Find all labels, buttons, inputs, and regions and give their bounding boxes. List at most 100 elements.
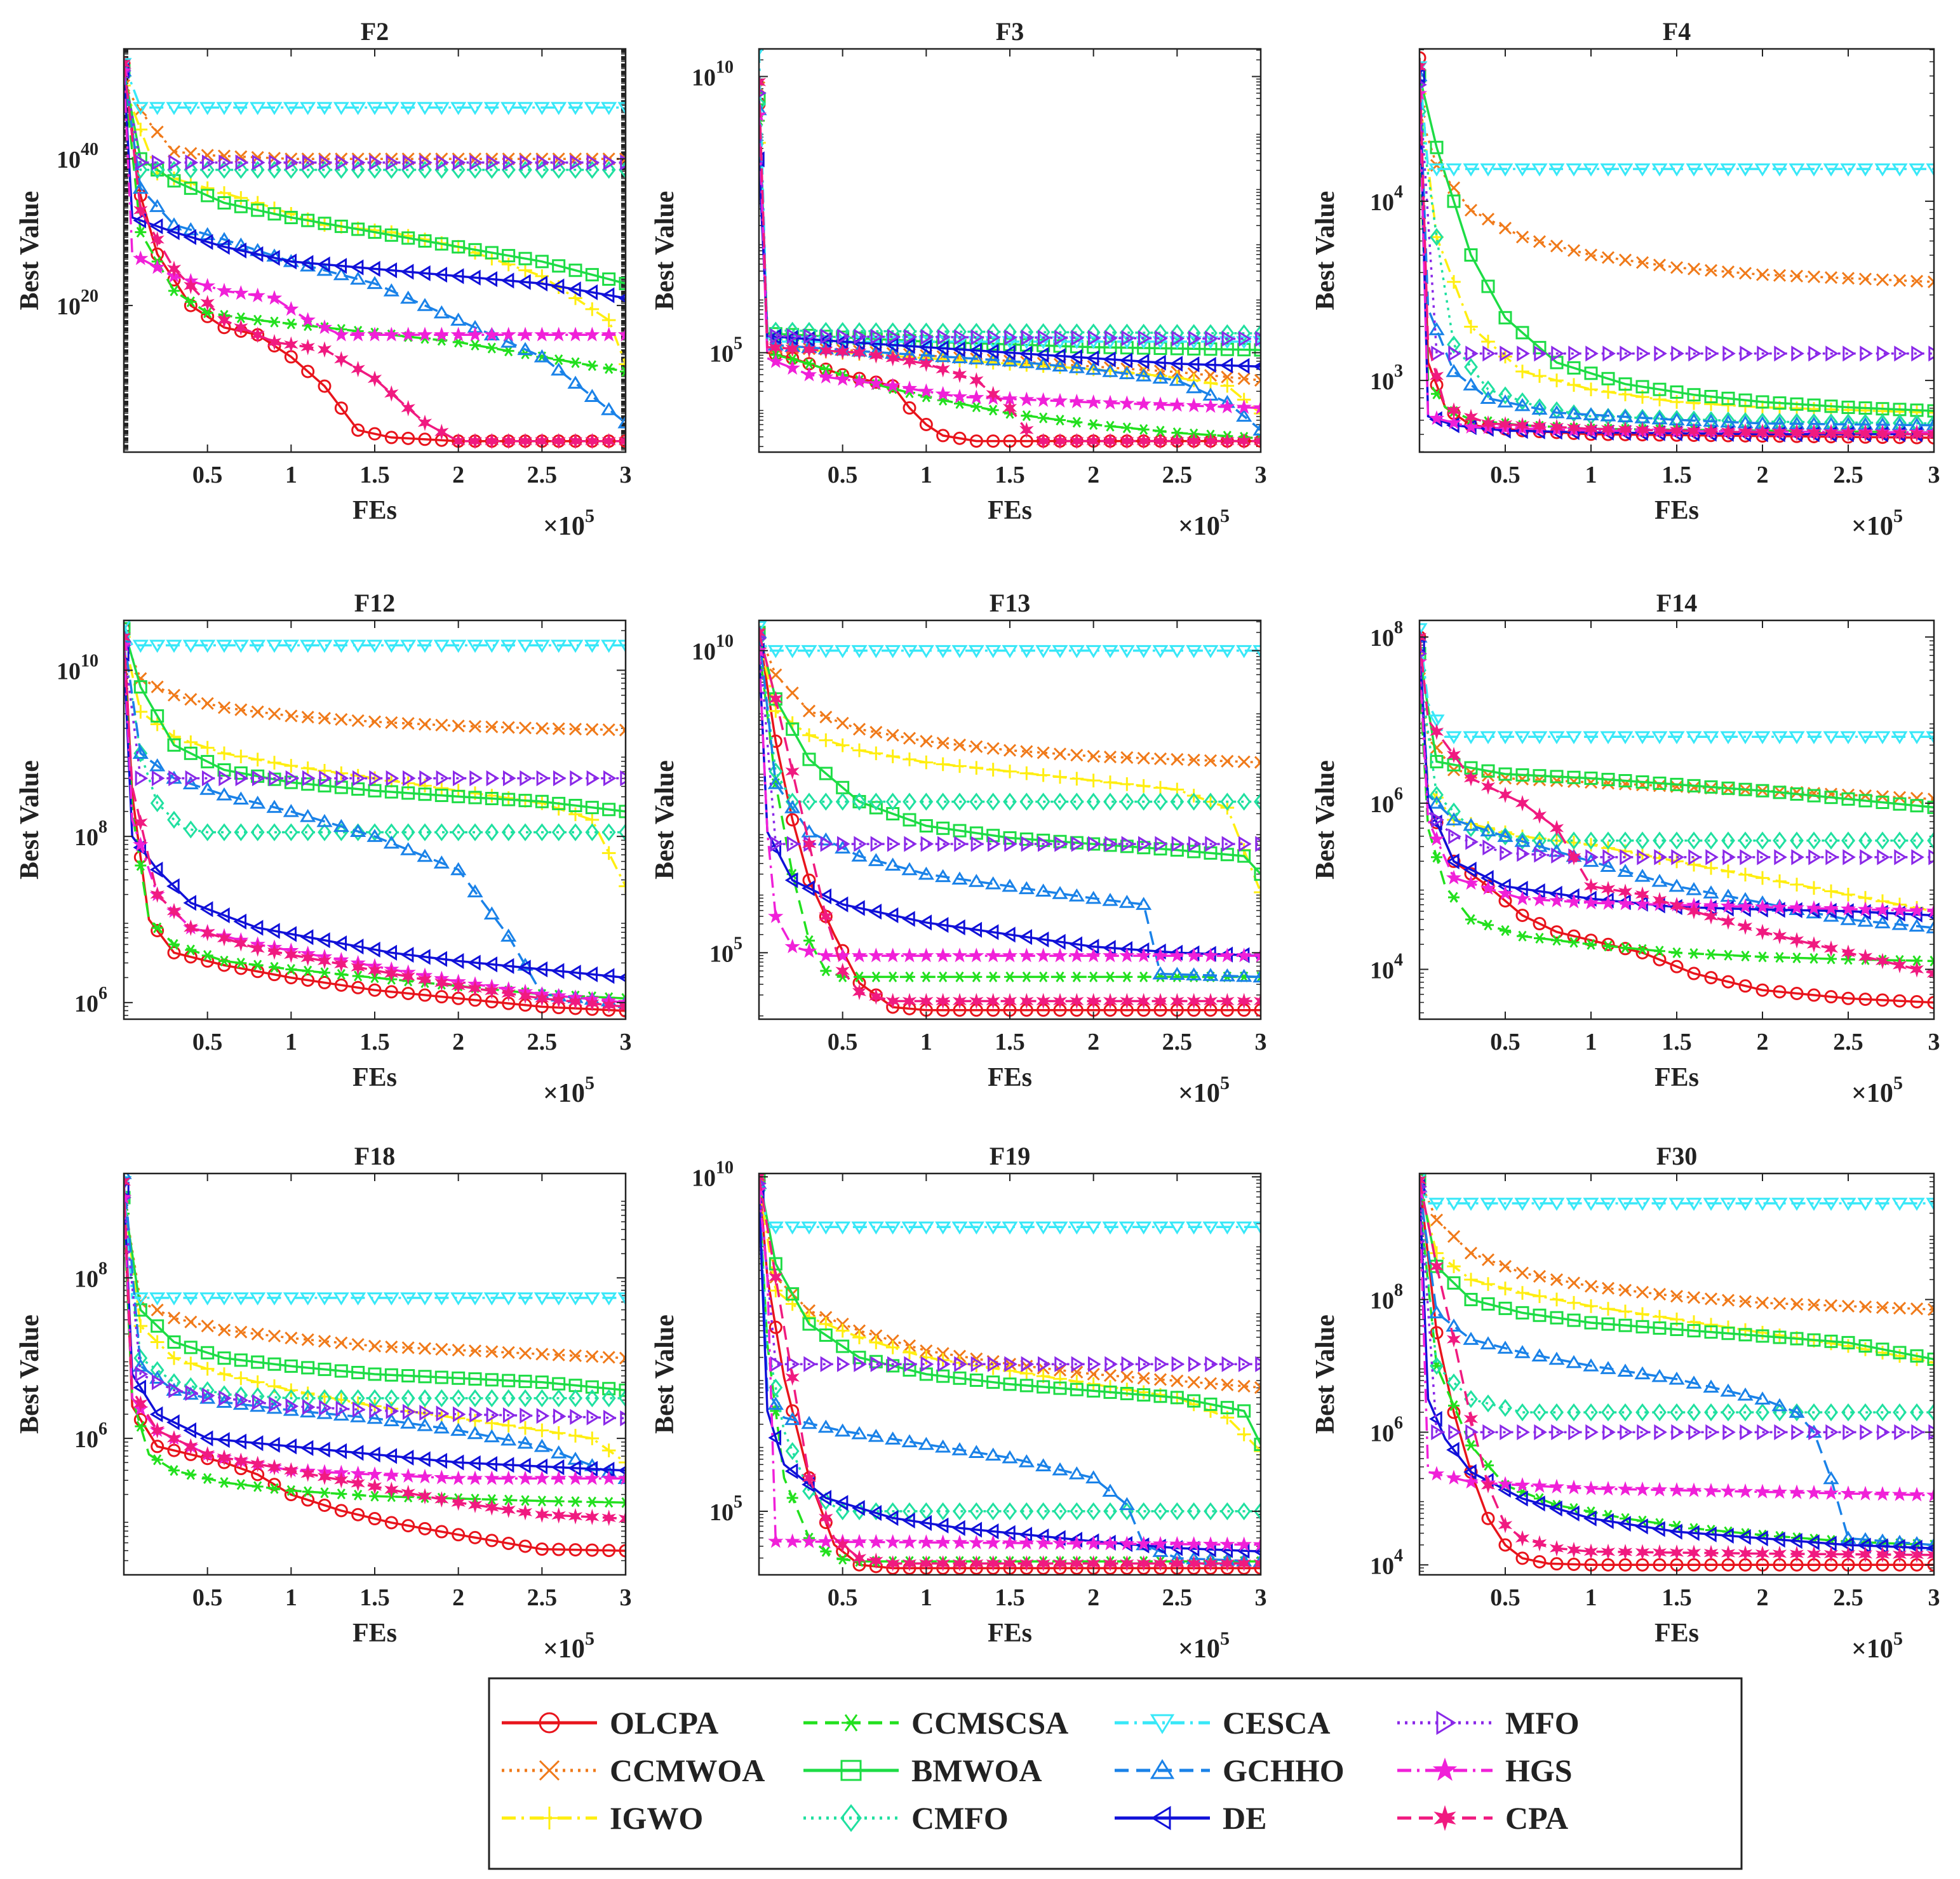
marker-de (784, 1463, 798, 1480)
marker-ccmwoa (335, 1336, 348, 1349)
marker-gchho (350, 271, 366, 285)
marker-igwo (501, 1419, 516, 1433)
marker-igwo (869, 1335, 883, 1349)
marker-cpa (551, 1507, 566, 1524)
marker-mfo (1155, 330, 1168, 347)
marker-ccmscsa (502, 1494, 514, 1506)
marker-ccmwoa (1187, 1375, 1200, 1389)
marker-bmwoa (1738, 782, 1752, 796)
series-line (759, 159, 1261, 368)
series-line (124, 629, 626, 1012)
marker-ccmscsa (786, 1492, 798, 1504)
marker-cmfo (568, 1389, 582, 1408)
marker-mfo (402, 1403, 416, 1420)
marker-ccmwoa (1003, 744, 1017, 757)
marker-mfo (620, 1410, 626, 1427)
marker-ccmscsa (1500, 925, 1511, 936)
marker-gchho (551, 1445, 567, 1459)
marker-ccmscsa (302, 1486, 314, 1497)
series-ccmwoa (1420, 105, 1934, 288)
marker-hgs (818, 947, 834, 963)
marker-cmfo (1773, 831, 1787, 850)
marker-mfo (836, 836, 850, 852)
marker-mfo (954, 836, 967, 852)
marker-gchho (1566, 406, 1582, 420)
marker-igwo (869, 746, 883, 761)
marker-cpa (200, 1446, 215, 1463)
marker-igwo (1220, 378, 1235, 393)
marker-mfo (1585, 345, 1599, 362)
marker-bmwoa (1773, 396, 1787, 410)
marker-bmwoa (1481, 279, 1495, 293)
series-cesca (759, 49, 1261, 349)
series-line (759, 87, 1261, 382)
marker-cmfo (1515, 392, 1529, 411)
x-tick-label: 2 (1087, 462, 1099, 488)
series-de (124, 63, 626, 304)
marker-gchho (567, 375, 584, 389)
marker-ccmscsa (151, 1454, 163, 1466)
marker-hgs (467, 326, 483, 342)
marker-mfo (486, 154, 500, 171)
marker-bmwoa (1515, 326, 1529, 340)
marker-mfo (1021, 330, 1035, 346)
marker-cpa (451, 1494, 466, 1511)
marker-gchho (1583, 853, 1599, 867)
marker-hgs (1202, 947, 1219, 963)
marker-hgs (366, 326, 383, 342)
marker-mfo (1071, 1356, 1085, 1372)
marker-de (1186, 356, 1200, 373)
marker-igwo (217, 1367, 231, 1381)
marker-mfo (920, 329, 934, 345)
marker-olcpa (351, 1508, 365, 1521)
marker-cesca (132, 102, 149, 116)
marker-mfo (218, 1390, 232, 1407)
marker-igwo (1086, 773, 1101, 787)
y-tick-label: 108 (74, 1259, 107, 1292)
marker-ccmwoa (1893, 274, 1907, 287)
marker-hgs (1236, 947, 1252, 963)
marker-cpa (1841, 425, 1856, 442)
marker-olcpa (786, 1404, 800, 1418)
marker-gchho (1686, 882, 1702, 895)
series-cmfo (759, 629, 1261, 811)
marker-cpa (351, 959, 365, 976)
marker-de (768, 1429, 782, 1446)
x-multiplier: ×105 (543, 505, 594, 541)
marker-hgs (1169, 1535, 1185, 1551)
marker-olcpa (318, 975, 332, 989)
marker-ccmwoa (468, 719, 482, 733)
marker-cpa (819, 1509, 833, 1527)
marker-cesca (232, 102, 249, 116)
marker-de (835, 1495, 849, 1511)
marker-bmwoa (267, 207, 281, 221)
marker-hgs (450, 1470, 466, 1485)
marker-cpa (1789, 424, 1804, 441)
marker-mfo (1825, 849, 1839, 866)
marker-gchho (918, 866, 934, 880)
marker-mfo (1843, 345, 1856, 362)
marker-gchho (517, 958, 534, 971)
marker-bmwoa (434, 789, 448, 803)
marker-ccmwoa (819, 711, 833, 724)
marker-de (759, 151, 765, 168)
marker-bmwoa (384, 1368, 398, 1382)
marker-olcpa (384, 431, 398, 445)
marker-de (367, 1446, 380, 1462)
marker-igwo (1687, 396, 1701, 410)
y-axis-label: Best Value (650, 1314, 680, 1434)
marker-cesca (450, 1292, 467, 1306)
marker-mfo (970, 329, 984, 345)
marker-hgs (1754, 899, 1771, 914)
series-olcpa (1420, 51, 1934, 445)
marker-olcpa (602, 1544, 616, 1558)
marker-mfo (553, 1408, 567, 1425)
marker-gchho (483, 906, 500, 919)
marker-ccmscsa (803, 935, 815, 946)
marker-bmwoa (535, 794, 549, 808)
marker-cmfo (953, 792, 967, 811)
marker-ccmwoa (167, 145, 181, 158)
marker-igwo (1584, 382, 1598, 397)
marker-bmwoa (1420, 69, 1426, 83)
marker-gchho (1600, 408, 1616, 422)
